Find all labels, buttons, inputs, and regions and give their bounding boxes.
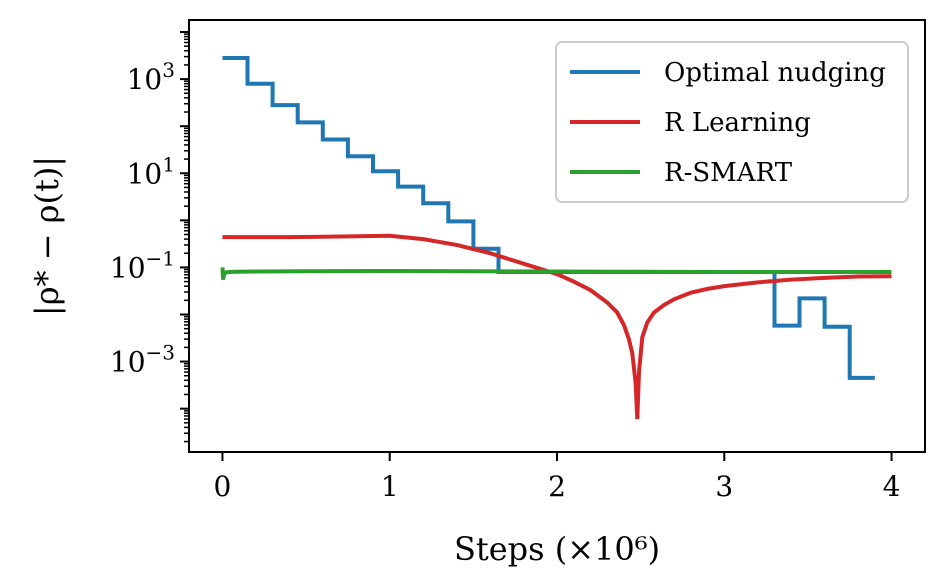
series-line-0 bbox=[222, 56, 875, 380]
series-line-1 bbox=[222, 233, 892, 420]
x-tick-label: 3 bbox=[715, 470, 733, 503]
legend-label: R-SMART bbox=[664, 158, 793, 188]
x-tick-label: 0 bbox=[214, 470, 232, 503]
x-axis-title: Steps (×10⁶) bbox=[454, 530, 660, 568]
x-tick-label: 4 bbox=[883, 470, 901, 503]
legend-box bbox=[555, 41, 909, 203]
y-tick-label: 10−1 bbox=[110, 246, 175, 284]
legend: Optimal nudging R Learning R-SMART bbox=[555, 41, 909, 203]
y-tick-label: 103 bbox=[127, 58, 175, 96]
x-tick-label: 1 bbox=[381, 470, 399, 503]
y-tick-label: 10−3 bbox=[110, 341, 175, 379]
series-line-2 bbox=[220, 267, 892, 280]
y-axis-title: |ρ* − ρ(t)| bbox=[28, 156, 66, 316]
legend-label: R Learning bbox=[664, 108, 811, 138]
y-axis: 103 101 10−1 10−3 bbox=[110, 31, 189, 443]
legend-label: Optimal nudging bbox=[664, 58, 886, 88]
x-axis: 0 1 2 3 4 bbox=[214, 452, 901, 503]
y-tick-label: 101 bbox=[127, 152, 175, 190]
x-tick-label: 2 bbox=[548, 470, 566, 503]
legend-items: Optimal nudging R Learning R-SMART bbox=[570, 58, 886, 188]
series-layer bbox=[220, 56, 892, 420]
